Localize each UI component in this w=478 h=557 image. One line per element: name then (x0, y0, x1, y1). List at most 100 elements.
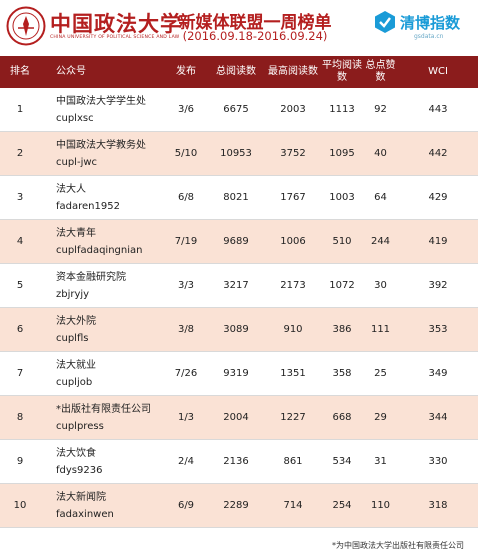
avg-reads-cell: 358 (332, 368, 352, 379)
max-reads-cell: 3752 (280, 148, 306, 159)
university-name: 中国政法大学 (50, 12, 182, 36)
account-name: 法大人 (56, 183, 86, 195)
wci-cell: 392 (428, 280, 448, 291)
wci-cell: 442 (428, 148, 448, 159)
rank-cell: 10 (13, 500, 27, 511)
gsdata-logo-icon (375, 11, 395, 33)
avg-reads-cell: 386 (332, 324, 352, 335)
published-cell: 6/9 (177, 500, 195, 511)
likes-cell: 111 (370, 324, 391, 335)
max-reads-cell: 1351 (280, 368, 306, 379)
avg-reads-cell: 510 (332, 236, 352, 247)
wci-cell: 429 (428, 192, 448, 203)
max-reads-cell: 861 (283, 456, 303, 467)
header-published: 发布 (176, 66, 196, 77)
avg-reads-cell: 1003 (329, 192, 355, 203)
wci-cell: 419 (428, 236, 448, 247)
rank-cell: 5 (16, 280, 24, 291)
gsdata-brand: 清博指数 gsdata.cn (374, 8, 474, 50)
account-name: 法大青年 (56, 227, 96, 239)
max-reads-cell: 910 (283, 324, 303, 335)
published-cell: 7/19 (174, 236, 198, 247)
likes-cell: 30 (374, 280, 387, 291)
account-cell: 法大外院 cuplfls (40, 313, 165, 347)
wci-cell: 349 (428, 368, 448, 379)
account-id: fadaxinwen (56, 508, 114, 520)
rank-cell: 1 (16, 104, 24, 115)
account-cell: *出版社有限责任公司 cuplpress (40, 401, 165, 435)
total-reads-cell: 6675 (223, 104, 249, 115)
university-name-en: CHINA UNIVERSITY OF POLITICAL SCIENCE AN… (50, 35, 180, 40)
max-reads-cell: 714 (283, 500, 303, 511)
likes-cell: 110 (370, 500, 391, 511)
header-total-reads: 总阅读数 (216, 66, 256, 77)
rank-cell: 3 (16, 192, 24, 203)
header-account: 公众号 (56, 66, 86, 77)
university-seal-icon (6, 6, 46, 46)
likes-cell: 29 (374, 412, 387, 423)
account-id: cuplfadaqingnian (56, 244, 143, 256)
total-reads-cell: 2289 (223, 500, 249, 511)
header-rank: 排名 (10, 66, 30, 77)
header-max-reads: 最高阅读数 (268, 66, 318, 77)
likes-cell: 25 (374, 368, 387, 379)
rank-cell: 7 (16, 368, 24, 379)
rank-cell: 9 (16, 456, 24, 467)
table-row: 6 法大外院 cuplfls 3/8 3089 910 386 111 353 (0, 308, 478, 352)
table-row: 2 中国政法大学教务处 cupl-jwc 5/10 10953 3752 109… (0, 132, 478, 176)
wci-cell: 353 (428, 324, 448, 335)
table-row: 9 法大饮食 fdys9236 2/4 2136 861 534 31 330 (0, 440, 478, 484)
published-cell: 6/8 (177, 192, 195, 203)
wci-cell: 443 (428, 104, 448, 115)
table-row: 8 *出版社有限责任公司 cuplpress 1/3 2004 1227 668… (0, 396, 478, 440)
published-cell: 5/10 (174, 148, 198, 159)
max-reads-cell: 2003 (280, 104, 306, 115)
account-cell: 资本金融研究院 zbjryjy (40, 269, 165, 303)
ranking-table: 排名 公众号 发布 总阅读数 最高阅读数 平均阅读数 总点赞数 WCI 1 中国… (0, 56, 478, 528)
wci-cell: 344 (428, 412, 448, 423)
account-cell: 法大新闻院 fadaxinwen (40, 489, 165, 523)
header-wci: WCI (428, 66, 448, 77)
avg-reads-cell: 668 (332, 412, 352, 423)
account-name: 法大新闻院 (56, 491, 106, 503)
rank-cell: 8 (16, 412, 24, 423)
likes-cell: 64 (374, 192, 387, 203)
total-reads-cell: 9319 (223, 368, 249, 379)
rank-cell: 4 (16, 236, 24, 247)
rank-cell: 2 (16, 148, 24, 159)
table-row: 7 法大就业 cupljob 7/26 9319 1351 358 25 349 (0, 352, 478, 396)
date-range: (2016.09.18-2016.09.24) (182, 29, 328, 43)
account-name: 资本金融研究院 (56, 271, 126, 283)
likes-cell: 92 (374, 104, 387, 115)
account-cell: 法大就业 cupljob (40, 357, 165, 391)
account-id: zbjryjy (56, 288, 90, 300)
total-reads-cell: 3217 (223, 280, 249, 291)
account-cell: 中国政法大学学生处 cuplxsc (40, 93, 165, 127)
table-row: 5 资本金融研究院 zbjryjy 3/3 3217 2173 1072 30 … (0, 264, 478, 308)
total-reads-cell: 2136 (223, 456, 249, 467)
brand-sub: gsdata.cn (414, 33, 444, 40)
account-cell: 法大人 fadaren1952 (40, 181, 165, 215)
account-name: 法大外院 (56, 315, 96, 327)
table-row: 3 法大人 fadaren1952 6/8 8021 1767 1003 64 … (0, 176, 478, 220)
wci-cell: 330 (428, 456, 448, 467)
max-reads-cell: 1767 (280, 192, 306, 203)
avg-reads-cell: 534 (332, 456, 352, 467)
avg-reads-cell: 1113 (329, 104, 355, 115)
account-id: fdys9236 (56, 464, 103, 476)
table-row: 10 法大新闻院 fadaxinwen 6/9 2289 714 254 110… (0, 484, 478, 528)
table-row: 4 法大青年 cuplfadaqingnian 7/19 9689 1006 5… (0, 220, 478, 264)
avg-reads-cell: 1072 (329, 280, 355, 291)
avg-reads-cell: 1095 (329, 148, 355, 159)
likes-cell: 31 (374, 456, 387, 467)
rank-cell: 6 (16, 324, 24, 335)
page-title: 新媒体联盟一周榜单 (178, 13, 332, 33)
header-avg-reads: 平均阅读数 (322, 60, 362, 83)
account-name: 中国政法大学教务处 (56, 139, 146, 151)
footnote: *为中国政法大学出版社有限责任公司 (332, 541, 464, 550)
wci-cell: 318 (428, 500, 448, 511)
published-cell: 3/6 (177, 104, 195, 115)
account-name: 法大饮食 (56, 447, 96, 459)
account-cell: 法大青年 cuplfadaqingnian (40, 225, 165, 259)
published-cell: 2/4 (177, 456, 195, 467)
